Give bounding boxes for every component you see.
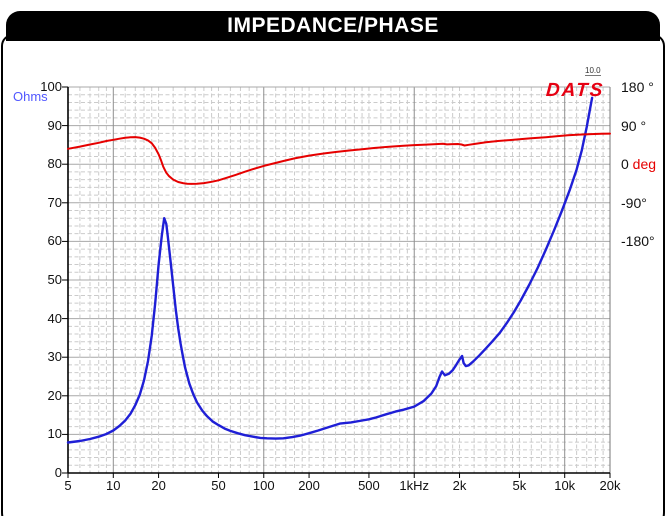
impedance-curve	[66, 96, 594, 444]
x-axis-tick-label: 20	[151, 478, 166, 493]
y-axis-tick-label: 20	[47, 387, 62, 403]
phase-tick-value: 180 °	[621, 79, 654, 95]
phase-axis-tick-label: 180 °	[621, 80, 666, 94]
y-axis-tick-label: 80	[47, 156, 62, 172]
phase-curve	[67, 132, 611, 185]
y-axis-tick-label: 50	[47, 272, 62, 287]
y-axis-tick-label: 30	[47, 349, 62, 365]
phase-axis-unit: deg	[628, 156, 657, 173]
x-axis-tick-label: 500	[358, 478, 380, 493]
phase-axis-tick-label: -90°	[621, 196, 666, 210]
watermark-text: 10.0	[585, 66, 601, 76]
x-axis-tick-label: 50	[211, 478, 226, 493]
y-axis-tick-label: 70	[47, 194, 62, 210]
y-axis-tick-label: 0	[54, 465, 62, 480]
phase-tick-value: -90°	[621, 194, 647, 211]
x-axis-tick-label: 200	[298, 478, 320, 493]
dats-logo: DATS	[545, 80, 606, 101]
y-axis-tick-label: 40	[47, 310, 62, 326]
phase-axis-tick-label: -180°	[621, 234, 666, 248]
y-axis-tick-label: 10	[47, 426, 62, 442]
x-axis-tick-label: 5k	[512, 478, 527, 493]
phase-axis-tick-label: 0 deg	[621, 157, 666, 171]
x-axis-tick-label: 20k	[599, 478, 621, 493]
phase-tick-value: -180°	[621, 233, 655, 250]
x-axis-tick-label: 10k	[554, 478, 576, 493]
phase-tick-value: 90 °	[621, 117, 647, 134]
page-title: IMPEDANCE/PHASE	[227, 14, 439, 37]
y-axis-tick-label: 90	[47, 117, 62, 133]
x-axis-tick-label: 2k	[452, 478, 467, 493]
y-axis-tick-label: 100	[40, 79, 62, 94]
y-axis-tick-label: 60	[47, 233, 62, 249]
x-axis-tick-label: 1kHz	[399, 478, 430, 493]
phase-axis-tick-label: 90 °	[621, 119, 666, 133]
x-axis-tick-label: 100	[252, 478, 275, 493]
chart-title-bar: IMPEDANCE/PHASE	[6, 11, 660, 41]
x-axis-tick-label: 10	[106, 478, 121, 493]
left-axis-label: Ohms	[13, 89, 48, 104]
x-axis-tick-label: 5	[64, 478, 72, 493]
phase-tick-value: 0	[621, 156, 629, 173]
